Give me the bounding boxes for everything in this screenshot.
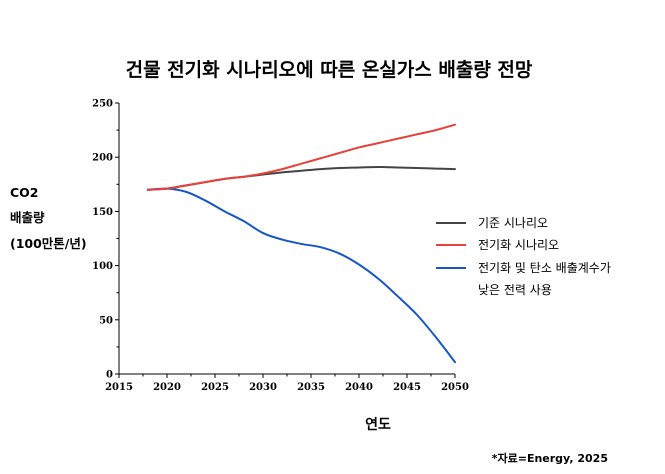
x-tick-label: 2045 [393, 382, 421, 393]
legend-label-1: 기준 시나리오 [478, 216, 548, 230]
y-tick-label: 150 [92, 207, 113, 218]
x-tick-label: 2020 [153, 382, 181, 393]
series-line-2 [146, 123, 456, 191]
x-tick-label: 2040 [345, 382, 373, 393]
y-axis-label: CO2 배출량 (100만톤/년) [10, 185, 87, 251]
x-axis-label: 연도 [365, 417, 391, 433]
legend-label-3-line-2: 낮은 전력 사용 [478, 283, 552, 297]
plot-area: 2015 2020 2025 2030 2035 2040 2045 2050 0 50 100 15… [92, 99, 469, 394]
legend-label-2: 전기화 시나리오 [478, 238, 559, 252]
y-tick-label: 200 [92, 153, 113, 164]
x-tick-label: 2025 [201, 382, 229, 393]
legend-label-3-line-1: 전기화 및 탄소 배출계수가 [478, 261, 611, 275]
y-tick-label: 50 [99, 315, 113, 326]
y-axis-label-line-2: 배출량 [10, 210, 45, 225]
y-axis-label-line-3: (100만톤/년) [10, 236, 87, 251]
series-line-3 [146, 187, 456, 364]
x-tick-label: 2035 [297, 382, 325, 393]
x-tick-label: 2015 [105, 382, 133, 393]
x-tick-label: 2030 [249, 382, 277, 393]
y-tick-label: 100 [92, 261, 113, 272]
source-note: *자료=Energy, 2025 [492, 451, 608, 465]
x-tick-label: 2050 [441, 382, 469, 393]
series-line-1 [146, 165, 456, 191]
y-tick-label: 0 [106, 370, 113, 381]
chart-title: 건물 전기화 시나리오에 따른 온실가스 배출량 전망 [126, 59, 533, 81]
y-tick-label: 250 [92, 99, 113, 110]
y-axis-label-line-1: CO2 [10, 185, 39, 200]
